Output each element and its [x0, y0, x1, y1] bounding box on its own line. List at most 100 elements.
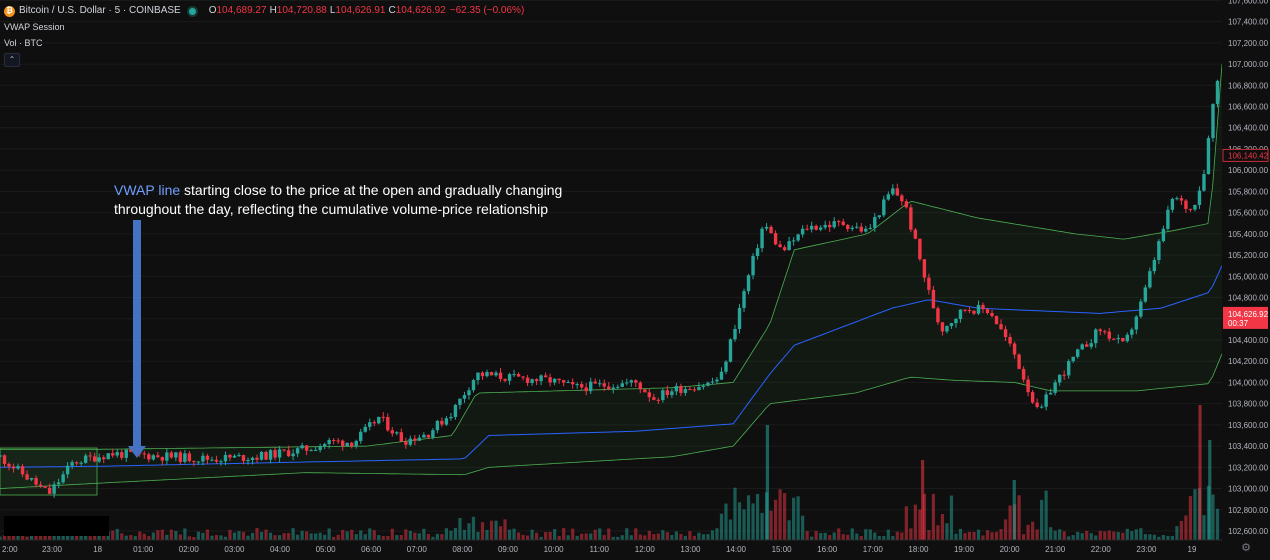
volume-bar [805, 531, 809, 540]
candle-body [507, 374, 512, 381]
volume-bar [900, 532, 904, 540]
time-axis-label: 19:00 [954, 545, 975, 554]
volume-bar [661, 530, 665, 540]
candle-body [976, 304, 981, 314]
volume-bar [1049, 527, 1053, 540]
volume-bar [1071, 535, 1075, 540]
volume-bar [323, 534, 327, 540]
candle-body [994, 316, 999, 325]
volume-bar [864, 529, 868, 540]
candle-body [422, 434, 426, 438]
volume-bar [742, 509, 746, 540]
time-axis-label: 23:00 [42, 545, 63, 554]
collapse-legend-button[interactable]: ⌃ [4, 53, 20, 67]
volume-bar [350, 529, 354, 540]
candle-body [88, 455, 92, 457]
volume-bar [480, 522, 485, 540]
volume-bar [1202, 515, 1206, 540]
candle-body [1089, 343, 1093, 347]
volume-bar [305, 531, 309, 540]
candle-body [724, 361, 728, 372]
volume-bar [444, 528, 449, 540]
volume-bar [70, 533, 74, 540]
candle-body [530, 379, 534, 384]
price-axis-label: 105,800.00 [1228, 187, 1269, 196]
gear-icon[interactable]: ⚙ [1241, 541, 1251, 554]
volume-bar [562, 528, 566, 540]
candle-body [940, 322, 945, 332]
candle-body [683, 389, 688, 393]
volume-bar [921, 460, 925, 540]
price-axis-label: 107,400.00 [1228, 18, 1269, 27]
candle-body [652, 397, 656, 400]
candle-body [873, 217, 877, 228]
volume-bar [652, 534, 656, 540]
volume-bar [544, 532, 548, 540]
market-open-status-icon[interactable] [188, 7, 196, 15]
volume-bar [976, 529, 981, 540]
candle-body [787, 241, 791, 251]
candle-body [620, 383, 624, 387]
indicator-vwap-label[interactable]: VWAP Session [4, 22, 65, 32]
price-axis-label: 103,600.00 [1228, 421, 1269, 430]
candle-body [282, 449, 286, 451]
volume-bar [2, 535, 7, 540]
candle-body [886, 194, 891, 200]
ohlc-close-value: 104,626.92 [395, 5, 446, 16]
volume-bar [1130, 531, 1134, 540]
volume-bar [638, 534, 642, 540]
candle-body [237, 455, 241, 457]
symbol-title[interactable]: Bitcoin / U.S. Dollar · 5 · COINBASE [19, 5, 181, 16]
candle-body [539, 375, 543, 382]
candle-body [304, 445, 309, 451]
volume-bar [507, 529, 512, 540]
price-axis-label: 105,000.00 [1228, 272, 1269, 281]
volume-bar [796, 496, 800, 540]
candle-body [413, 438, 417, 441]
volume-bar [873, 532, 877, 540]
candle-body [1175, 198, 1179, 200]
candle-body [769, 226, 773, 234]
volume-bar [147, 536, 151, 540]
candle-body [913, 229, 918, 239]
volume-bar [1157, 536, 1161, 540]
volume-bar [945, 523, 949, 540]
indicator-volume-label[interactable]: Vol · BTC [4, 38, 43, 48]
volume-bar [435, 533, 439, 540]
volume-bar [954, 533, 958, 540]
time-axis-label: 09:00 [498, 545, 519, 554]
volume-bar [93, 534, 97, 540]
candle-body [719, 371, 724, 380]
volume-bar [1103, 531, 1107, 540]
candle-body [1098, 329, 1102, 332]
volume-bar [877, 535, 881, 540]
volume-bar [133, 536, 137, 540]
candle-body [1152, 259, 1157, 272]
volume-bar [395, 535, 399, 540]
candle-body [0, 455, 2, 457]
volume-bar [300, 530, 304, 540]
candle-body [480, 372, 485, 377]
candle-body [1112, 338, 1116, 340]
upper-price-badge-text: 106,140.42 [1228, 151, 1269, 160]
volume-bar [751, 503, 755, 540]
candle-body [1139, 301, 1143, 317]
candle-body [728, 339, 733, 362]
candle-body [611, 387, 615, 390]
candle-body [395, 432, 399, 434]
candle-body [733, 329, 737, 340]
volume-bar [1184, 515, 1188, 540]
symbol-row[interactable]: ₿ Bitcoin / U.S. Dollar · 5 · COINBASE O… [4, 4, 524, 18]
candle-body [16, 466, 20, 469]
candle-body [201, 455, 205, 462]
time-axis-label: 18:00 [908, 545, 929, 554]
candle-body [625, 382, 629, 384]
candle-body [38, 484, 43, 487]
candle-body [634, 380, 638, 383]
price-axis-label: 103,200.00 [1228, 463, 1269, 472]
volume-bar [169, 529, 173, 540]
volume-bar [286, 533, 291, 540]
candle-body [47, 487, 52, 494]
